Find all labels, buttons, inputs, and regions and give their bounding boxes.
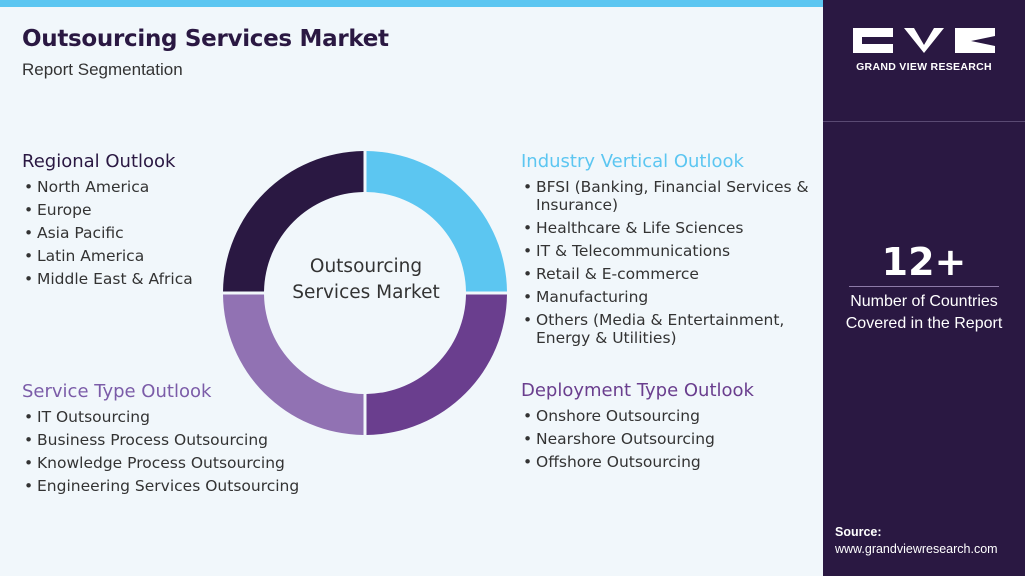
industry-vertical-outlook-list: BFSI (Banking, Financial Services & Insu…: [521, 178, 816, 347]
page-title: Outsourcing Services Market: [22, 26, 389, 52]
donut-segment-deployment: [366, 294, 507, 435]
donut-segment-regional: [223, 151, 364, 292]
list-item: Engineering Services Outsourcing: [22, 477, 342, 495]
logo-mark-left: [853, 28, 893, 53]
stat-divider: [849, 286, 999, 287]
sidebar: GRAND VIEW RESEARCH 12+ Number of Countr…: [823, 0, 1025, 576]
regional-outlook-section: Regional Outlook North America Europe Asia…: [22, 151, 222, 293]
list-item: Latin America: [22, 247, 222, 265]
list-item: BFSI (Banking, Financial Services & Insu…: [521, 178, 816, 214]
sidebar-divider: [823, 121, 1025, 122]
list-item: Nearshore Outsourcing: [521, 430, 816, 448]
list-item: Retail & E-commerce: [521, 265, 816, 283]
list-item: Middle East & Africa: [22, 270, 222, 288]
page-subtitle: Report Segmentation: [22, 60, 183, 79]
list-item: IT Outsourcing: [22, 408, 342, 426]
list-item: Asia Pacific: [22, 224, 222, 242]
stat-value: 12+: [881, 240, 967, 284]
list-item: Others (Media & Entertainment, Energy & …: [521, 311, 816, 347]
service-type-outlook-list: IT Outsourcing Business Process Outsourci…: [22, 408, 342, 495]
list-item: Healthcare & Life Sciences: [521, 219, 816, 237]
list-item: North America: [22, 178, 222, 196]
deployment-type-outlook-title: Deployment Type Outlook: [521, 380, 754, 401]
deployment-type-outlook-section: Deployment Type Outlook Onshore Outsourc…: [521, 380, 816, 476]
service-type-outlook-section: Service Type Outlook IT Outsourcing Busin…: [22, 381, 342, 500]
list-item: IT & Telecommunications: [521, 242, 816, 260]
source-label: Source:: [835, 525, 882, 539]
source-link[interactable]: www.grandviewresearch.com: [835, 542, 998, 556]
logo-text: GRAND VIEW RESEARCH: [856, 61, 992, 73]
list-item: Knowledge Process Outsourcing: [22, 454, 342, 472]
accent-top-bar: [0, 0, 823, 7]
regional-outlook-title: Regional Outlook: [22, 151, 176, 172]
donut-center-label: Outsourcing Services Market: [292, 256, 440, 303]
regional-outlook-list: North America Europe Asia Pacific Latin Ame…: [22, 178, 222, 288]
service-type-outlook-title: Service Type Outlook: [22, 381, 212, 402]
list-item: Manufacturing: [521, 288, 816, 306]
industry-vertical-outlook-section: Industry Vertical Outlook BFSI (Banking,…: [521, 151, 816, 352]
logo-mark-right: [955, 28, 995, 53]
donut-segment-industry: [366, 151, 507, 292]
list-item: Europe: [22, 201, 222, 219]
list-item: Business Process Outsourcing: [22, 431, 342, 449]
industry-vertical-outlook-title: Industry Vertical Outlook: [521, 151, 744, 172]
logo-mark-center: [904, 28, 944, 53]
segmentation-donut: [223, 151, 507, 435]
list-item: Onshore Outsourcing: [521, 407, 816, 425]
donut-segment-service: [223, 294, 364, 435]
infographic-main: Outsourcing Services Market Report Segme…: [0, 0, 823, 576]
deployment-type-outlook-list: Onshore Outsourcing Nearshore Outsourcing…: [521, 407, 816, 471]
stat-label: Number of Countries Covered in the Repor…: [845, 293, 1003, 332]
list-item: Offshore Outsourcing: [521, 453, 816, 471]
grand-view-research-logo: [853, 28, 995, 53]
